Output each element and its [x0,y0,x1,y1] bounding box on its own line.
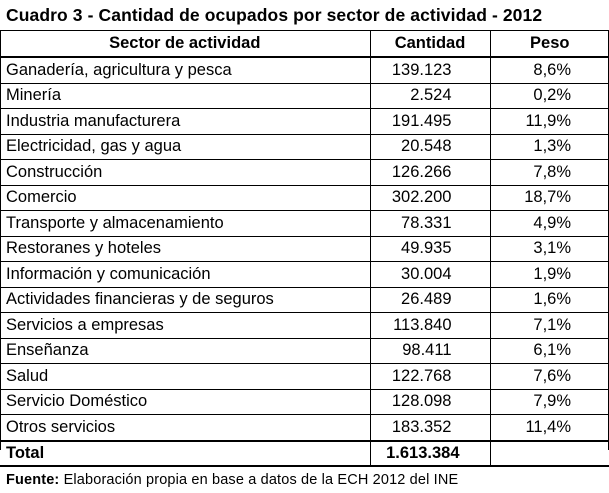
table-row: Enseñanza 98.411 6,1% [0,338,609,364]
table-row: Industria manufacturera 191.495 11,9% [0,108,609,135]
sector-cell: Otros servicios [0,414,371,441]
source-note: Fuente: Elaboración propia en base a dat… [0,467,609,493]
quantity-cell: 20.548 [370,134,491,160]
sector-cell: Minería [0,83,371,109]
employment-table: Sector de actividad Cantidad Peso Ganade… [0,31,609,467]
table-row: Comercio 302.200 18,7% [0,185,609,211]
sector-cell: Restoranes y hoteles [0,236,371,262]
sector-cell: Información y comunicación [0,261,371,288]
weight-cell: 18,7% [490,185,609,211]
table-row: Salud 122.768 7,6% [0,363,609,390]
source-label: Fuente: [6,471,60,488]
table-row: Actividades financieras y de seguros 26.… [0,287,609,313]
quantity-cell: 191.495 [370,108,491,135]
header-sector: Sector de actividad [0,31,371,58]
header-weight: Peso [490,31,609,58]
weight-cell: 7,1% [490,312,609,339]
sector-cell: Actividades financieras y de seguros [0,287,371,313]
weight-cell: 11,4% [490,414,609,441]
sector-cell: Salud [0,363,371,390]
sector-cell: Enseñanza [0,338,371,364]
weight-cell: 4,9% [490,210,609,237]
table-row: Ganadería, agricultura y pesca 139.123 8… [0,57,609,84]
table-row: Otros servicios 183.352 11,4% [0,414,609,441]
header-quantity: Cantidad [370,31,491,58]
source-text: Elaboración propia en base a datos de la… [63,471,459,488]
quantity-cell: 122.768 [370,363,491,390]
quantity-cell: 128.098 [370,389,491,415]
total-quantity: 1.613.384 [370,439,491,467]
weight-cell: 3,1% [490,236,609,262]
table-row: Construcción 126.266 7,8% [0,159,609,186]
sector-cell: Construcción [0,159,371,186]
weight-cell: 1,6% [490,287,609,313]
weight-cell: 8,6% [490,57,609,84]
weight-cell: 0,2% [490,83,609,109]
sector-cell: Electricidad, gas y agua [0,134,371,160]
weight-cell: 1,9% [490,261,609,288]
weight-cell: 6,1% [490,338,609,364]
sector-cell: Industria manufacturera [0,108,371,135]
quantity-cell: 98.411 [370,338,491,364]
quantity-cell: 2.524 [370,83,491,109]
quantity-cell: 113.840 [370,312,491,339]
table-row: Información y comunicación 30.004 1,9% [0,261,609,288]
header-row: Sector de actividad Cantidad Peso [0,31,609,58]
sector-cell: Transporte y almacenamiento [0,210,371,237]
table-row: Servicios a empresas 113.840 7,1% [0,312,609,339]
sector-cell: Servicios a empresas [0,312,371,339]
total-label: Total [0,439,371,467]
table-row: Servicio Doméstico 128.098 7,9% [0,389,609,415]
sector-cell: Comercio [0,185,371,211]
quantity-cell: 26.489 [370,287,491,313]
total-weight [490,439,609,467]
total-row: Total 1.613.384 [0,439,609,467]
weight-cell: 7,9% [490,389,609,415]
quantity-cell: 139.123 [370,57,491,84]
quantity-cell: 302.200 [370,185,491,211]
sector-cell: Servicio Doméstico [0,389,371,415]
weight-cell: 7,6% [490,363,609,390]
weight-cell: 7,8% [490,159,609,186]
table-row: Restoranes y hoteles 49.935 3,1% [0,236,609,262]
table-row: Minería 2.524 0,2% [0,83,609,109]
quantity-cell: 30.004 [370,261,491,288]
table-row: Electricidad, gas y agua 20.548 1,3% [0,134,609,160]
table-left-border [0,30,1,450]
quantity-cell: 183.352 [370,414,491,441]
weight-cell: 11,9% [490,108,609,135]
weight-cell: 1,3% [490,134,609,160]
table-title: Cuadro 3 - Cantidad de ocupados por sect… [0,0,609,31]
quantity-cell: 78.331 [370,210,491,237]
sector-cell: Ganadería, agricultura y pesca [0,57,371,84]
quantity-cell: 49.935 [370,236,491,262]
quantity-cell: 126.266 [370,159,491,186]
table-row: Transporte y almacenamiento 78.331 4,9% [0,210,609,237]
